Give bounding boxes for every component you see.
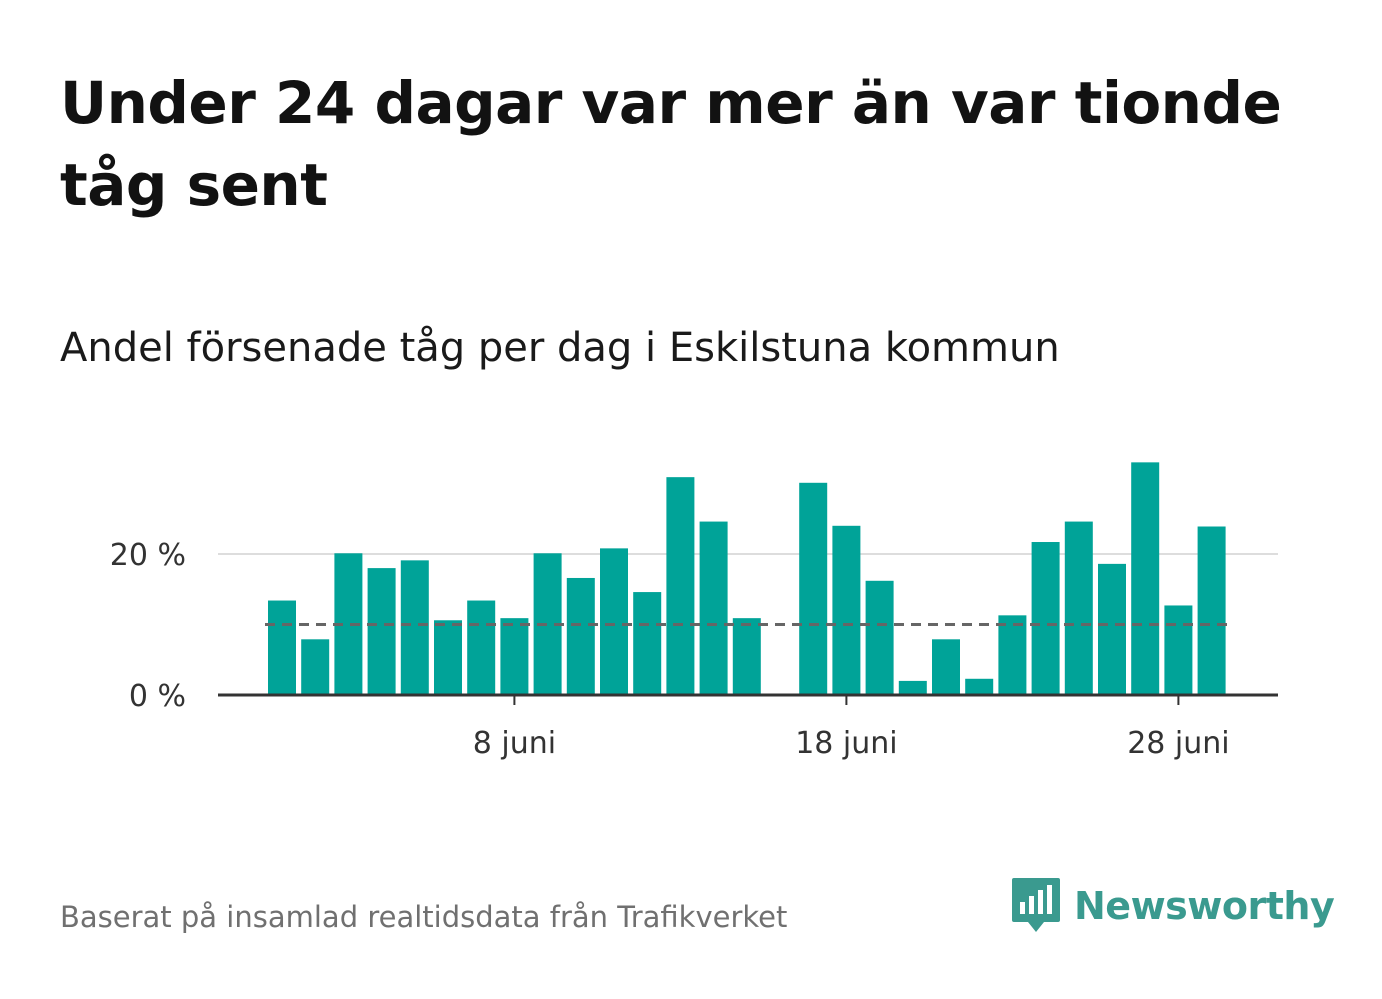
bar bbox=[434, 620, 462, 695]
y-tick-label: 20 % bbox=[110, 538, 186, 573]
bar bbox=[1098, 563, 1126, 695]
bar bbox=[301, 639, 330, 695]
bar bbox=[1164, 605, 1193, 695]
x-tick-label: 8 juni bbox=[473, 726, 556, 761]
axes: 0 % 20 % 8 juni 18 juni 28 juni bbox=[110, 538, 1278, 761]
bar bbox=[500, 618, 529, 695]
bar bbox=[1131, 462, 1160, 695]
bar bbox=[633, 592, 662, 695]
bar bbox=[932, 639, 960, 695]
bar bbox=[400, 560, 429, 695]
bar bbox=[799, 482, 828, 695]
bar-chart: 0 % 20 % 8 juni 18 juni 28 juni bbox=[110, 462, 1278, 761]
x-tick-label: 18 juni bbox=[795, 726, 897, 761]
brand-logo: Newsworthy bbox=[1010, 876, 1335, 936]
bar bbox=[832, 525, 861, 695]
bar bbox=[998, 615, 1027, 695]
y-tick-label: 0 % bbox=[129, 679, 186, 714]
bar bbox=[865, 580, 894, 695]
bar bbox=[367, 568, 396, 695]
bar bbox=[965, 678, 994, 695]
bar bbox=[1064, 521, 1093, 695]
brand-name: Newsworthy bbox=[1074, 884, 1335, 928]
bar bbox=[666, 477, 695, 695]
bar bbox=[268, 600, 296, 695]
bar bbox=[898, 680, 927, 695]
bar bbox=[600, 548, 628, 695]
bar bbox=[566, 577, 595, 695]
bar bbox=[1031, 542, 1060, 695]
newsworthy-logo-icon bbox=[1012, 878, 1060, 932]
chart-subtitle: Andel försenade tåg per dag i Eskilstuna… bbox=[60, 325, 1060, 371]
bar bbox=[1197, 526, 1226, 695]
chart-headline: Under 24 dagar var mer än var tionde tåg… bbox=[60, 69, 1282, 219]
bar bbox=[699, 521, 728, 695]
x-tick-label: 28 juni bbox=[1127, 726, 1229, 761]
bars bbox=[268, 462, 1226, 695]
bar bbox=[732, 618, 761, 695]
bar bbox=[467, 600, 496, 695]
source-note: Baserat på insamlad realtidsdata från Tr… bbox=[60, 900, 788, 934]
